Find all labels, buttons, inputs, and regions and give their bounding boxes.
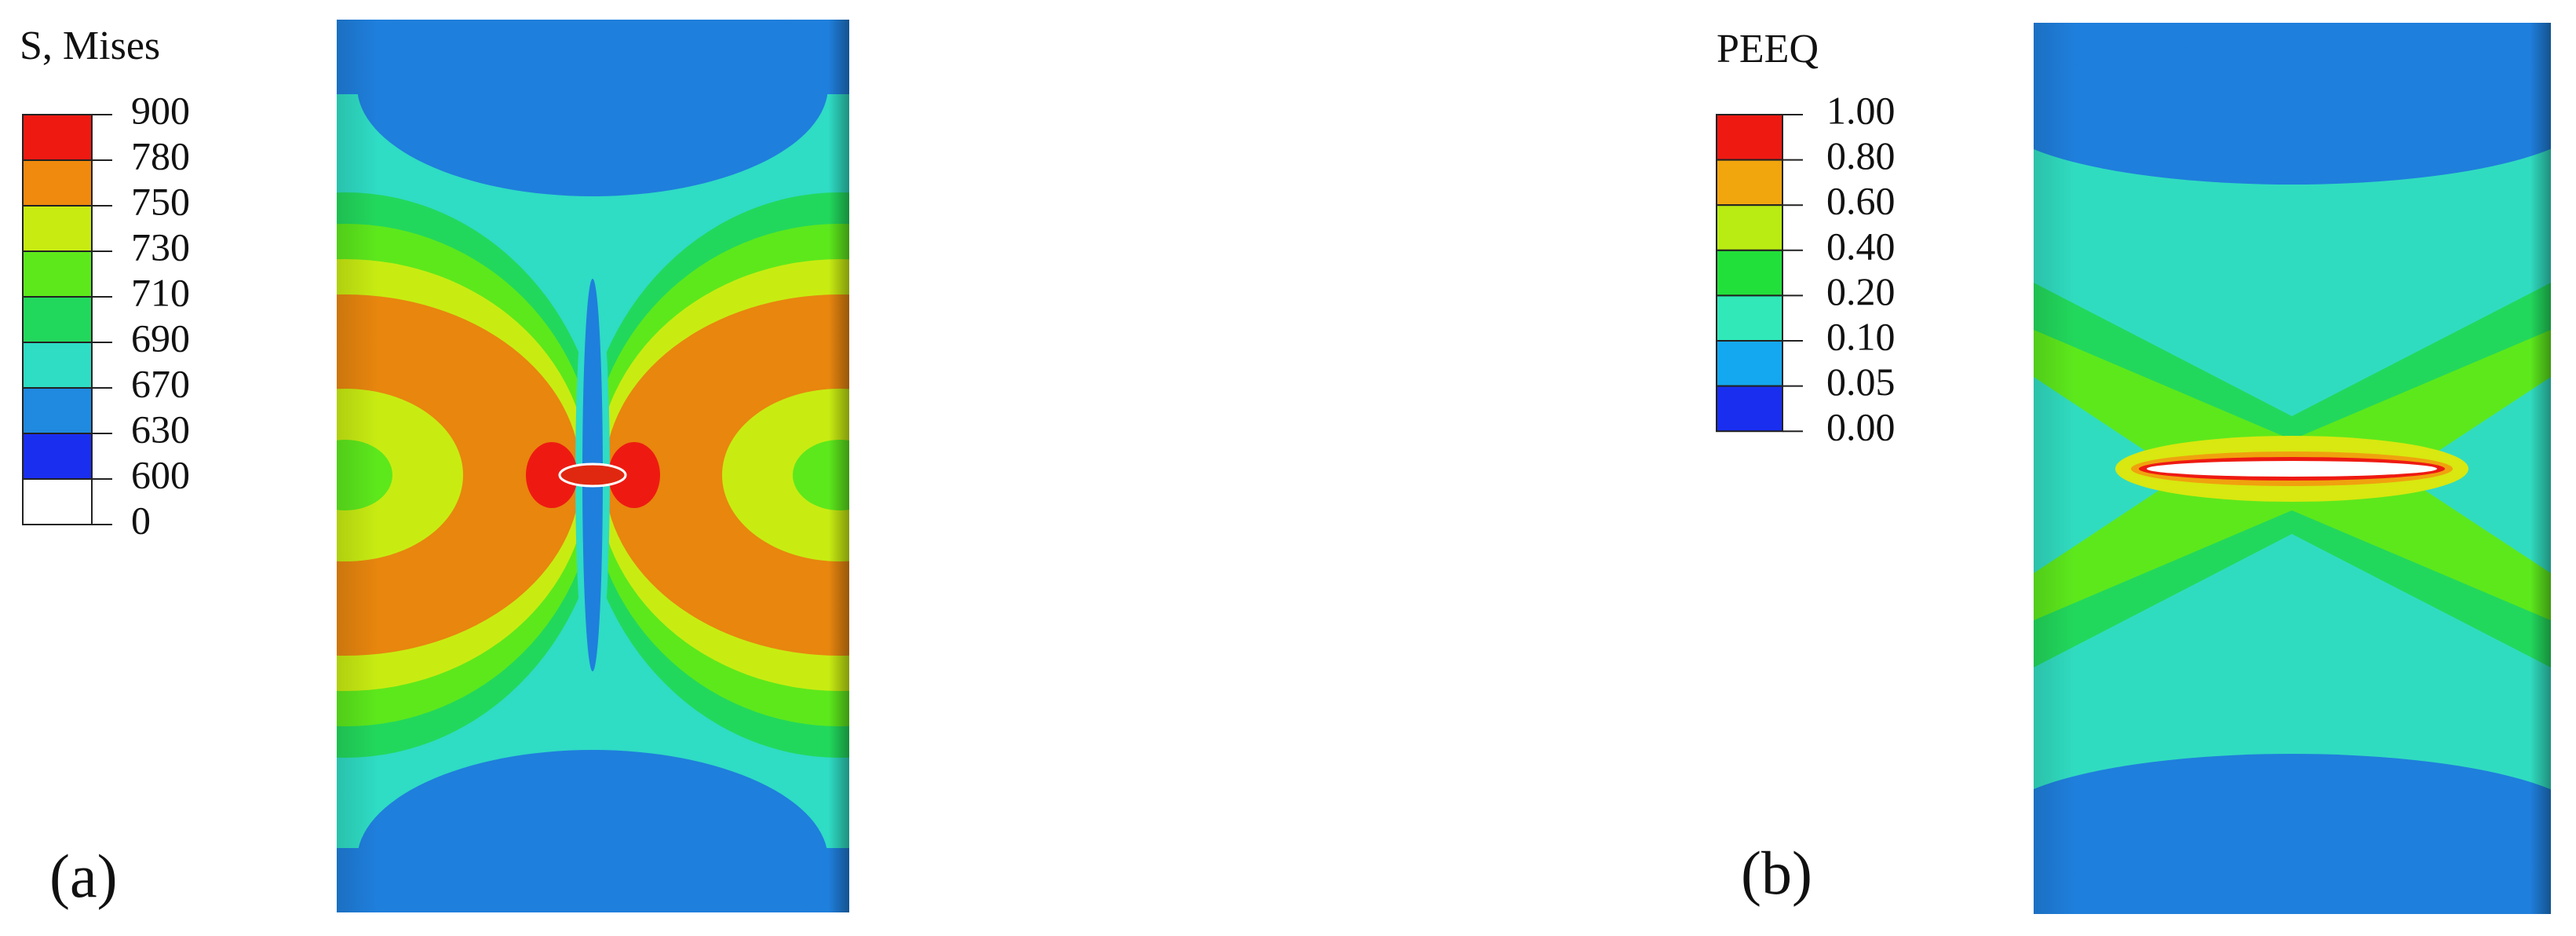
legend-level: 1.00 [1826,88,1896,132]
legend-swatch [22,114,93,161]
contour-plot-a [337,20,849,912]
legend-level: 750 [131,179,190,223]
legend-swatch [22,205,93,252]
legend-swatch [22,387,93,434]
panel-label: (b) [1741,839,1812,907]
legend-level: 780 [131,133,190,177]
legend-title: S, Mises [20,24,160,68]
contour-plot-b [2034,23,2551,914]
legend-level: 690 [131,316,190,360]
legend-swatch [22,478,93,525]
legend-swatch [1716,204,1783,251]
legend-level: 0 [131,498,151,542]
legend-swatch [1716,114,1783,161]
legend-swatch [1716,249,1783,297]
legend-level: 0.80 [1826,133,1896,177]
legend-level: 0.05 [1826,360,1896,404]
legend-level: 630 [131,407,190,451]
legend-level: 0.20 [1826,269,1896,313]
legend-swatch [1716,159,1783,207]
legend-level: 0.60 [1826,179,1896,223]
legend-swatch [1716,385,1783,433]
legend-level: 0.10 [1826,314,1896,358]
panel-label: (a) [49,842,118,910]
legend-level: 710 [131,270,190,314]
legend-swatch [22,159,93,207]
legend-level: 600 [131,452,190,496]
legend-swatch [1716,340,1783,387]
legend-level: 730 [131,225,190,269]
legend-swatch [1716,294,1783,342]
legend-level: 670 [131,361,190,405]
legend-swatch [22,342,93,389]
plate-shading [337,20,849,912]
plate-shading [2034,23,2551,914]
legend-level: 0.00 [1826,405,1896,449]
legend-swatch [22,433,93,480]
legend-level: 0.40 [1826,224,1896,268]
legend-swatch [22,296,93,343]
legend-level: 900 [131,88,190,132]
legend-title: PEEQ [1717,27,1819,71]
legend-swatch [22,250,93,298]
